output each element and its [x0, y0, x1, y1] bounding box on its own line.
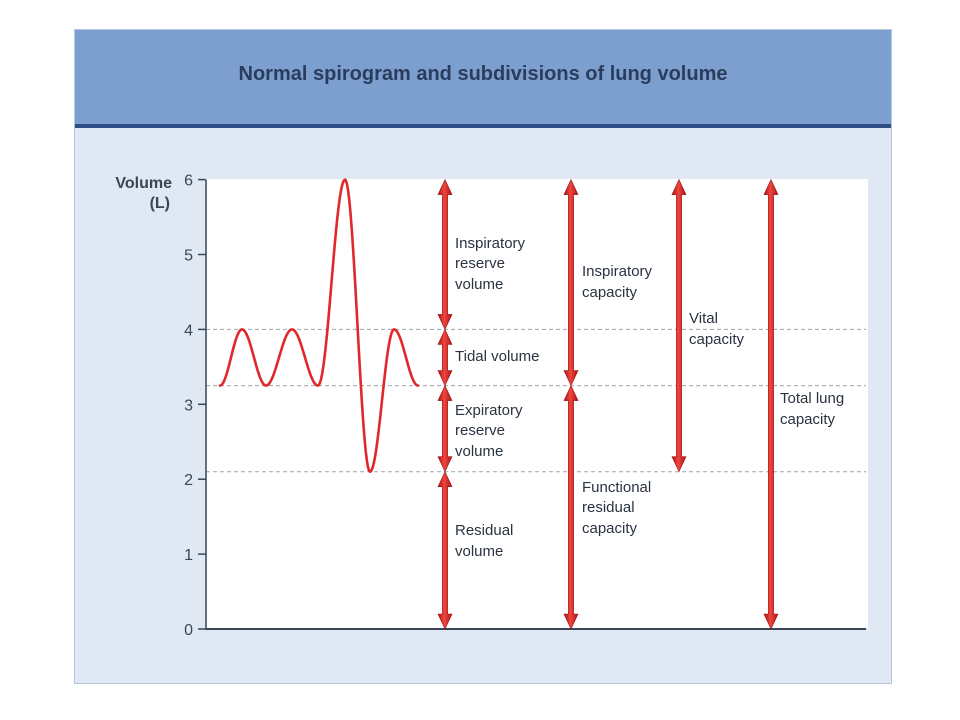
arrow-tidal-volume [437, 328, 453, 387]
arrow-inspiratory-capacity [563, 178, 579, 387]
y-tick-label: 1 [184, 547, 193, 564]
spirogram-trace [218, 178, 420, 474]
label-inspiratory-capacity: Inspiratory capacity [582, 263, 656, 301]
plot-background [207, 179, 868, 628]
figure-panel: Normal spirogram and subdivisions of lun… [74, 29, 892, 684]
page-title: Normal spirogram and subdivisions of lun… [238, 63, 728, 85]
y-tick-label: 3 [184, 397, 193, 414]
y-tick-label: 2 [184, 472, 193, 489]
arrow-expiratory-reserve-volume [437, 384, 453, 473]
y-axis-label: Volume [115, 175, 172, 192]
label-tidal-volume: Tidal volume [455, 348, 539, 365]
arrow-residual-volume [437, 471, 453, 630]
arrow-functional-residual-capacity [563, 384, 579, 630]
label-expiratory-reserve-volume: Expiratory reserve volume [455, 402, 527, 460]
title-divider [75, 124, 891, 128]
y-tick-label: 4 [184, 322, 193, 339]
title-banner: Normal spirogram and subdivisions of lun… [75, 30, 891, 124]
y-tick-label: 6 [184, 173, 193, 190]
y-tick-label: 5 [184, 248, 193, 265]
label-vital-capacity: Vital capacity [689, 310, 745, 348]
arrow-total-lung-capacity [763, 178, 779, 630]
y-tick-label: 0 [184, 622, 193, 639]
y-axis-unit: (L) [150, 195, 170, 212]
label-total-lung-capacity: Total lung capacity [780, 390, 848, 428]
arrow-inspiratory-reserve-volume [437, 178, 453, 331]
arrow-vital-capacity [671, 178, 687, 473]
label-functional-residual-capacity: Functional residual capacity [582, 479, 655, 537]
label-residual-volume: Residual volume [455, 522, 518, 560]
volume-arrows [437, 178, 779, 630]
y-axis-ticks: 0 1 2 3 4 5 6 [184, 173, 206, 639]
label-inspiratory-reserve-volume: Inspiratory reserve volume [455, 235, 529, 293]
